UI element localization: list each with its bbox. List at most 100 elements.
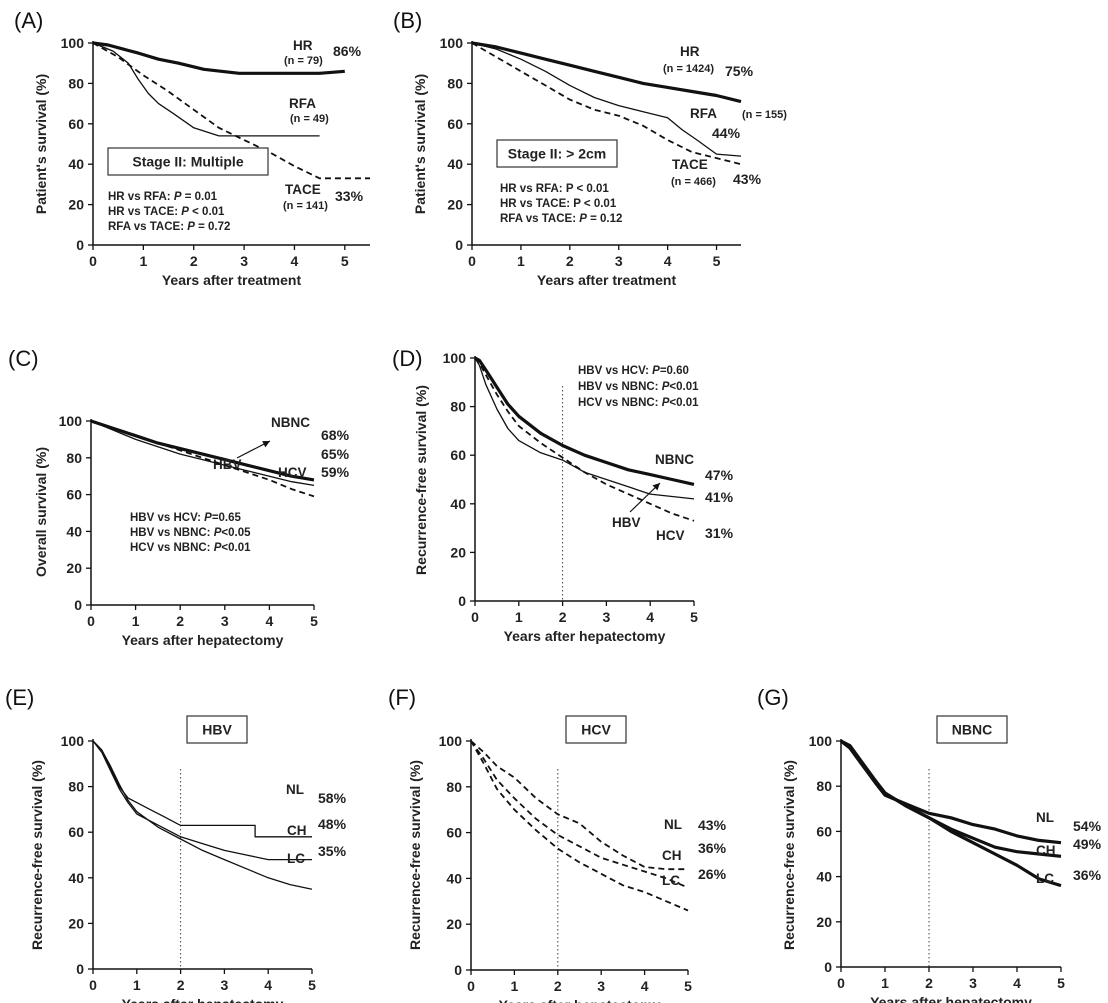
- stats-line: HCV vs NBNC: P<0.01: [130, 542, 251, 554]
- stats-value: <0.05: [221, 527, 251, 539]
- y-tick-label: 80: [68, 779, 84, 795]
- series-name-ch: CH: [287, 823, 307, 838]
- stats-line: HBV vs HCV: P=0.65: [130, 512, 242, 524]
- series-name-nl: NL: [286, 782, 304, 797]
- series-line-lc: [840, 739, 1062, 888]
- stats-line: RFA vs TACE: P = 0.72: [108, 221, 230, 233]
- y-axis-title: Recurrence-free survival (%): [781, 760, 797, 950]
- stats-text: RFA vs TACE:: [500, 213, 579, 225]
- x-axis-title: Years after hepatectomy: [122, 996, 284, 1003]
- series-end-label-nl: 54%: [1073, 818, 1102, 834]
- chart-panel-a: (A) 0 20 40 60 80 100 0 1 2 3 4 5 Years after treatme…: [14, 8, 370, 288]
- y-axis-title: Patient's survival (%): [33, 74, 49, 214]
- series-name-tace: TACE: [672, 157, 708, 172]
- y-tick-label: 20: [68, 197, 84, 213]
- y-axis-title: Recurrence-free survival (%): [29, 760, 45, 950]
- y-tick-label: 0: [824, 959, 832, 975]
- y-tick-label: 100: [61, 35, 85, 51]
- x-tick-label: 4: [1013, 975, 1021, 991]
- series-name-nbnc: NBNC: [271, 415, 310, 430]
- y-tick-label: 80: [447, 75, 463, 91]
- series-end-label-rfa: 44%: [712, 125, 741, 141]
- x-axis-title: Years after hepatectomy: [499, 997, 661, 1003]
- x-tick-label: 1: [517, 253, 525, 269]
- x-tick-label: 1: [515, 609, 523, 625]
- panel-label: (B): [393, 8, 422, 33]
- stats-p: P: [204, 512, 212, 524]
- stats-line: HCV vs NBNC: P<0.01: [578, 397, 699, 409]
- stats-p: P: [662, 381, 670, 393]
- panel-label: (A): [14, 8, 43, 33]
- label-box: [107, 147, 269, 176]
- series-end-label-tace: 43%: [733, 171, 762, 187]
- series-n-rfa: (n = 49): [290, 113, 329, 125]
- y-tick-label: 20: [447, 197, 463, 213]
- y-tick-label: 20: [68, 915, 84, 931]
- y-axis-title: Recurrence-free survival (%): [413, 385, 429, 575]
- stats-text: HCV vs NBNC:: [578, 397, 662, 409]
- x-tick-label: 4: [641, 978, 649, 994]
- series-n-tace: (n = 141): [283, 200, 328, 212]
- series-name-nbnc: NBNC: [655, 452, 694, 467]
- x-tick-label: 5: [341, 253, 349, 269]
- y-axis-title: Patient's survival (%): [412, 74, 428, 214]
- stats-line: HR vs RFA: P = 0.01: [108, 191, 218, 203]
- chart-panel-c: (C) 0 20 40 60 80 100 0 1 2 3 4 5 Years after hepatec…: [8, 346, 350, 648]
- x-tick-label: 4: [266, 613, 274, 629]
- x-tick-label: 2: [554, 978, 562, 994]
- series-end-label-ch: 48%: [318, 816, 347, 832]
- stats-value: = 0.12: [587, 213, 623, 225]
- x-tick-label: 5: [310, 613, 318, 629]
- x-tick-label: 0: [471, 609, 479, 625]
- stats-value: <0.01: [221, 542, 251, 554]
- stats-line: HR vs RFA: P < 0.01: [500, 183, 609, 195]
- arrow-head: [262, 441, 270, 448]
- stats-text: HBV vs NBNC:: [578, 381, 662, 393]
- x-tick-label: 4: [646, 609, 654, 625]
- stats-p: P: [174, 191, 182, 203]
- stats-p: P: [181, 206, 189, 218]
- y-tick-label: 60: [447, 116, 463, 132]
- stats-value: = 0.72: [195, 221, 231, 233]
- x-tick-label: 3: [597, 978, 605, 994]
- x-axis-title: Years after hepatectomy: [504, 628, 666, 644]
- y-tick-label: 60: [450, 447, 466, 463]
- y-tick-label: 80: [66, 450, 82, 466]
- series-name-hr: HR: [293, 38, 313, 53]
- label-box-text: HBV: [202, 722, 232, 738]
- series-end-label-hr: 86%: [333, 43, 362, 59]
- y-tick-label: 0: [458, 593, 466, 609]
- series-end-label-nl: 43%: [698, 817, 727, 833]
- series-end-label-hbv: 65%: [321, 446, 350, 462]
- x-tick-label: 2: [177, 977, 185, 993]
- stats-line: HBV vs NBNC: P<0.05: [130, 527, 251, 539]
- series-line-hcv: [474, 357, 695, 522]
- series-n-tace: (n = 466): [671, 176, 716, 188]
- x-tick-label: 3: [615, 253, 623, 269]
- series-end-label-nl: 58%: [318, 790, 347, 806]
- series-name-tace: TACE: [285, 182, 321, 197]
- series-end-label-hbv: 41%: [705, 489, 734, 505]
- series-line-nl: [92, 740, 312, 838]
- stats-text: RFA vs TACE:: [108, 221, 187, 233]
- series-name-ch: CH: [662, 848, 682, 863]
- x-tick-label: 2: [559, 609, 567, 625]
- y-tick-label: 60: [446, 825, 462, 841]
- series-name-hr: HR: [680, 44, 700, 59]
- y-tick-label: 40: [446, 870, 462, 886]
- y-tick-label: 0: [76, 961, 84, 977]
- series-line-nbnc: [474, 356, 695, 486]
- series-line-tace: [92, 42, 370, 180]
- x-tick-label: 3: [221, 613, 229, 629]
- panel-label: (F): [388, 685, 416, 710]
- series-line-hbv: [474, 357, 695, 500]
- series-end-label-tace: 33%: [335, 188, 364, 204]
- series-line-hr: [471, 41, 742, 104]
- series-line-hr: [92, 41, 345, 75]
- y-tick-label: 60: [66, 487, 82, 503]
- series-end-label-hr: 75%: [725, 63, 754, 79]
- series-end-label-nbnc: 68%: [321, 427, 350, 443]
- x-axis-title: Years after hepatectomy: [870, 994, 1032, 1003]
- panel-label: (C): [8, 346, 39, 371]
- series-name-nl: NL: [1036, 810, 1054, 825]
